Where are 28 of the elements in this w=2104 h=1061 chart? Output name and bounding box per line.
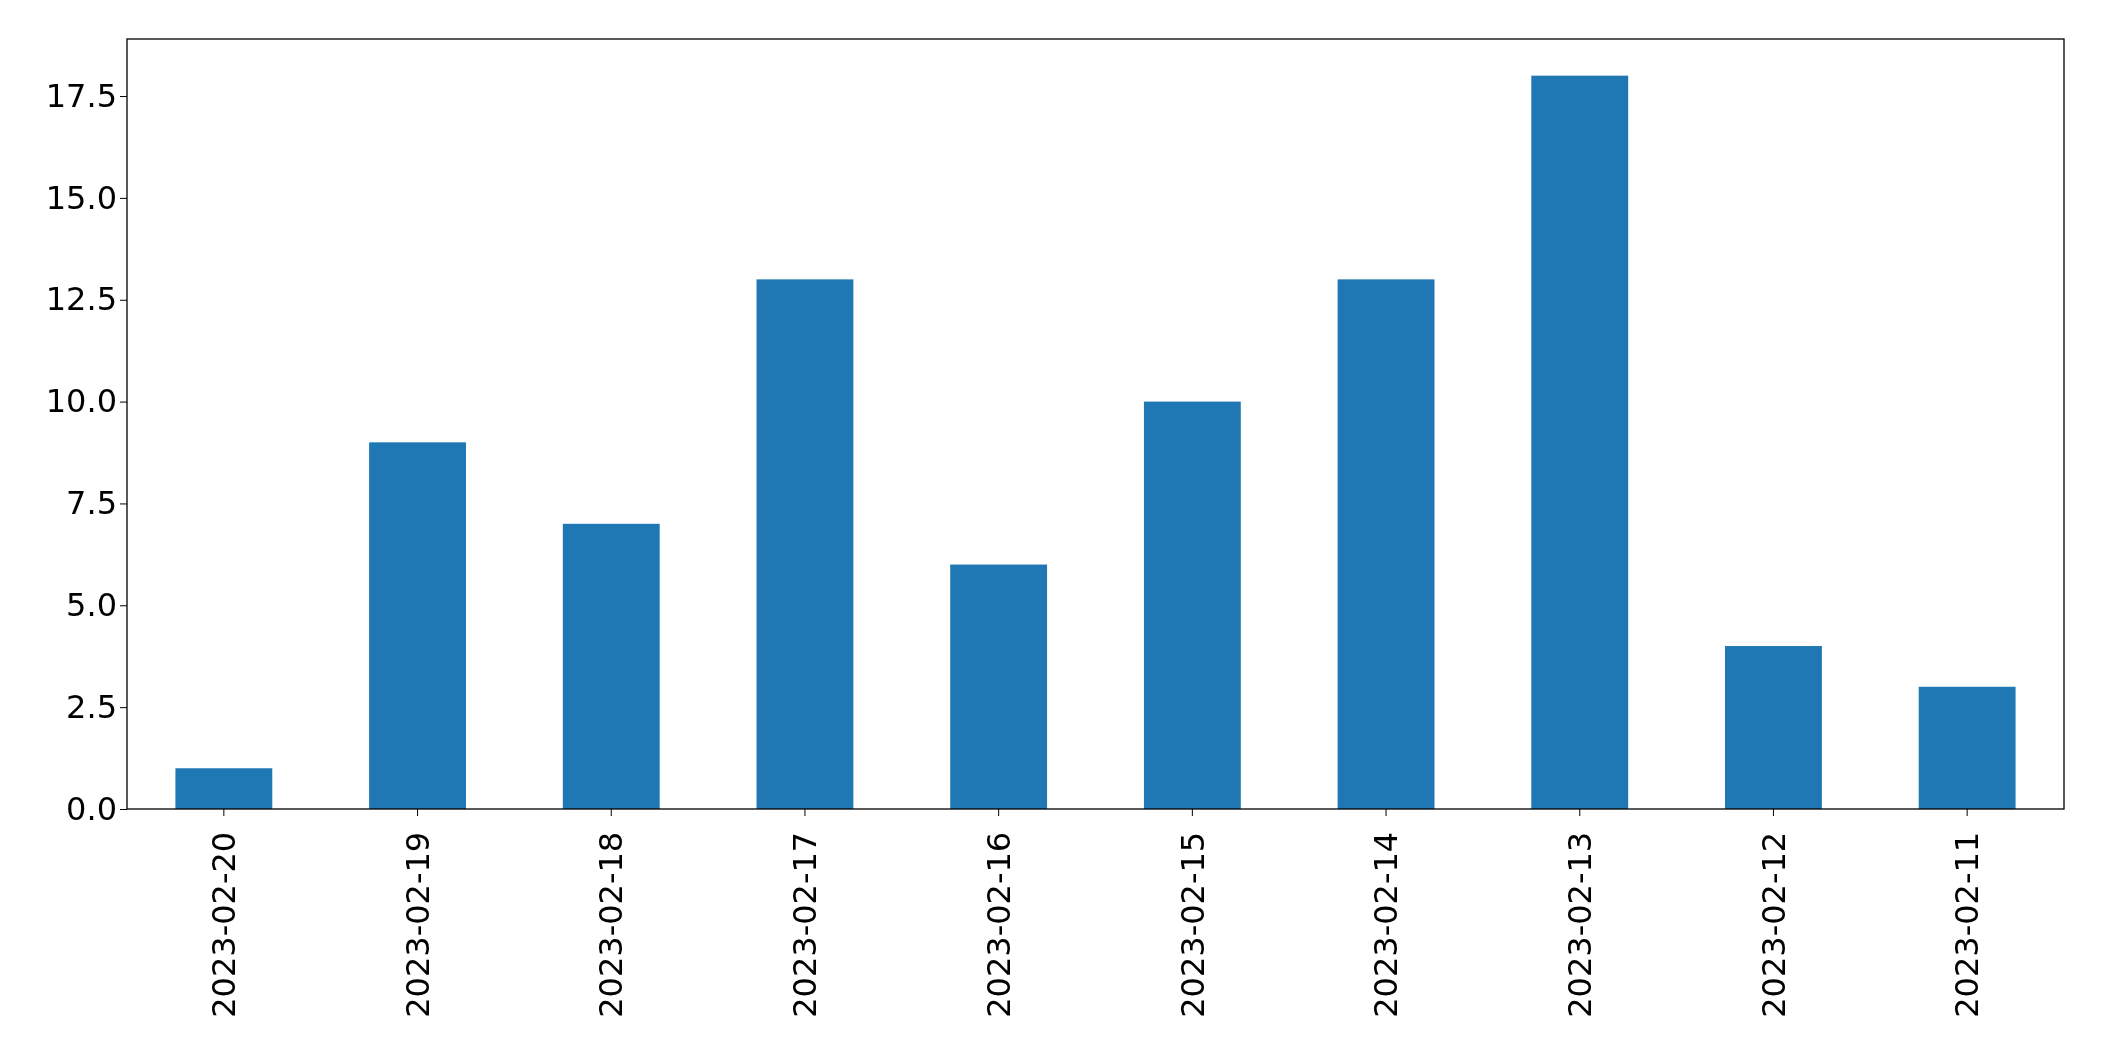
x-tick-label: 2023-02-20 (205, 831, 244, 1018)
y-tick-label: 7.5 (66, 484, 117, 523)
bar (1143, 401, 1241, 809)
bar (1725, 646, 1822, 809)
y-tick-label: 17.5 (45, 76, 117, 115)
x-tick-label: 2023-02-19 (398, 831, 437, 1018)
x-tick-label: 2023-02-18 (592, 831, 631, 1018)
x-tick-label: 2023-02-15 (1173, 831, 1212, 1018)
y-tick-label: 5.0 (66, 586, 117, 625)
x-tick-label: 2023-02-13 (1560, 831, 1599, 1018)
x-tick-label: 2023-02-14 (1367, 831, 1406, 1018)
bar (756, 279, 854, 809)
bar (1531, 75, 1629, 809)
x-tick-label: 2023-02-12 (1754, 831, 1793, 1018)
y-tick-label: 0.0 (66, 789, 117, 828)
bar (175, 768, 273, 809)
bar (1337, 279, 1435, 809)
y-tick-label: 15.0 (45, 178, 117, 217)
bar (562, 523, 660, 809)
y-tick-label: 12.5 (45, 280, 117, 319)
x-tick-label: 2023-02-11 (1948, 831, 1987, 1018)
bar (369, 442, 466, 809)
bar (1918, 686, 2016, 809)
y-tick-label: 2.5 (66, 687, 117, 726)
x-tick-label: 2023-02-16 (979, 831, 1018, 1018)
x-tick-label: 2023-02-17 (786, 831, 825, 1018)
bar (950, 564, 1048, 809)
y-tick-label: 10.0 (45, 382, 117, 421)
